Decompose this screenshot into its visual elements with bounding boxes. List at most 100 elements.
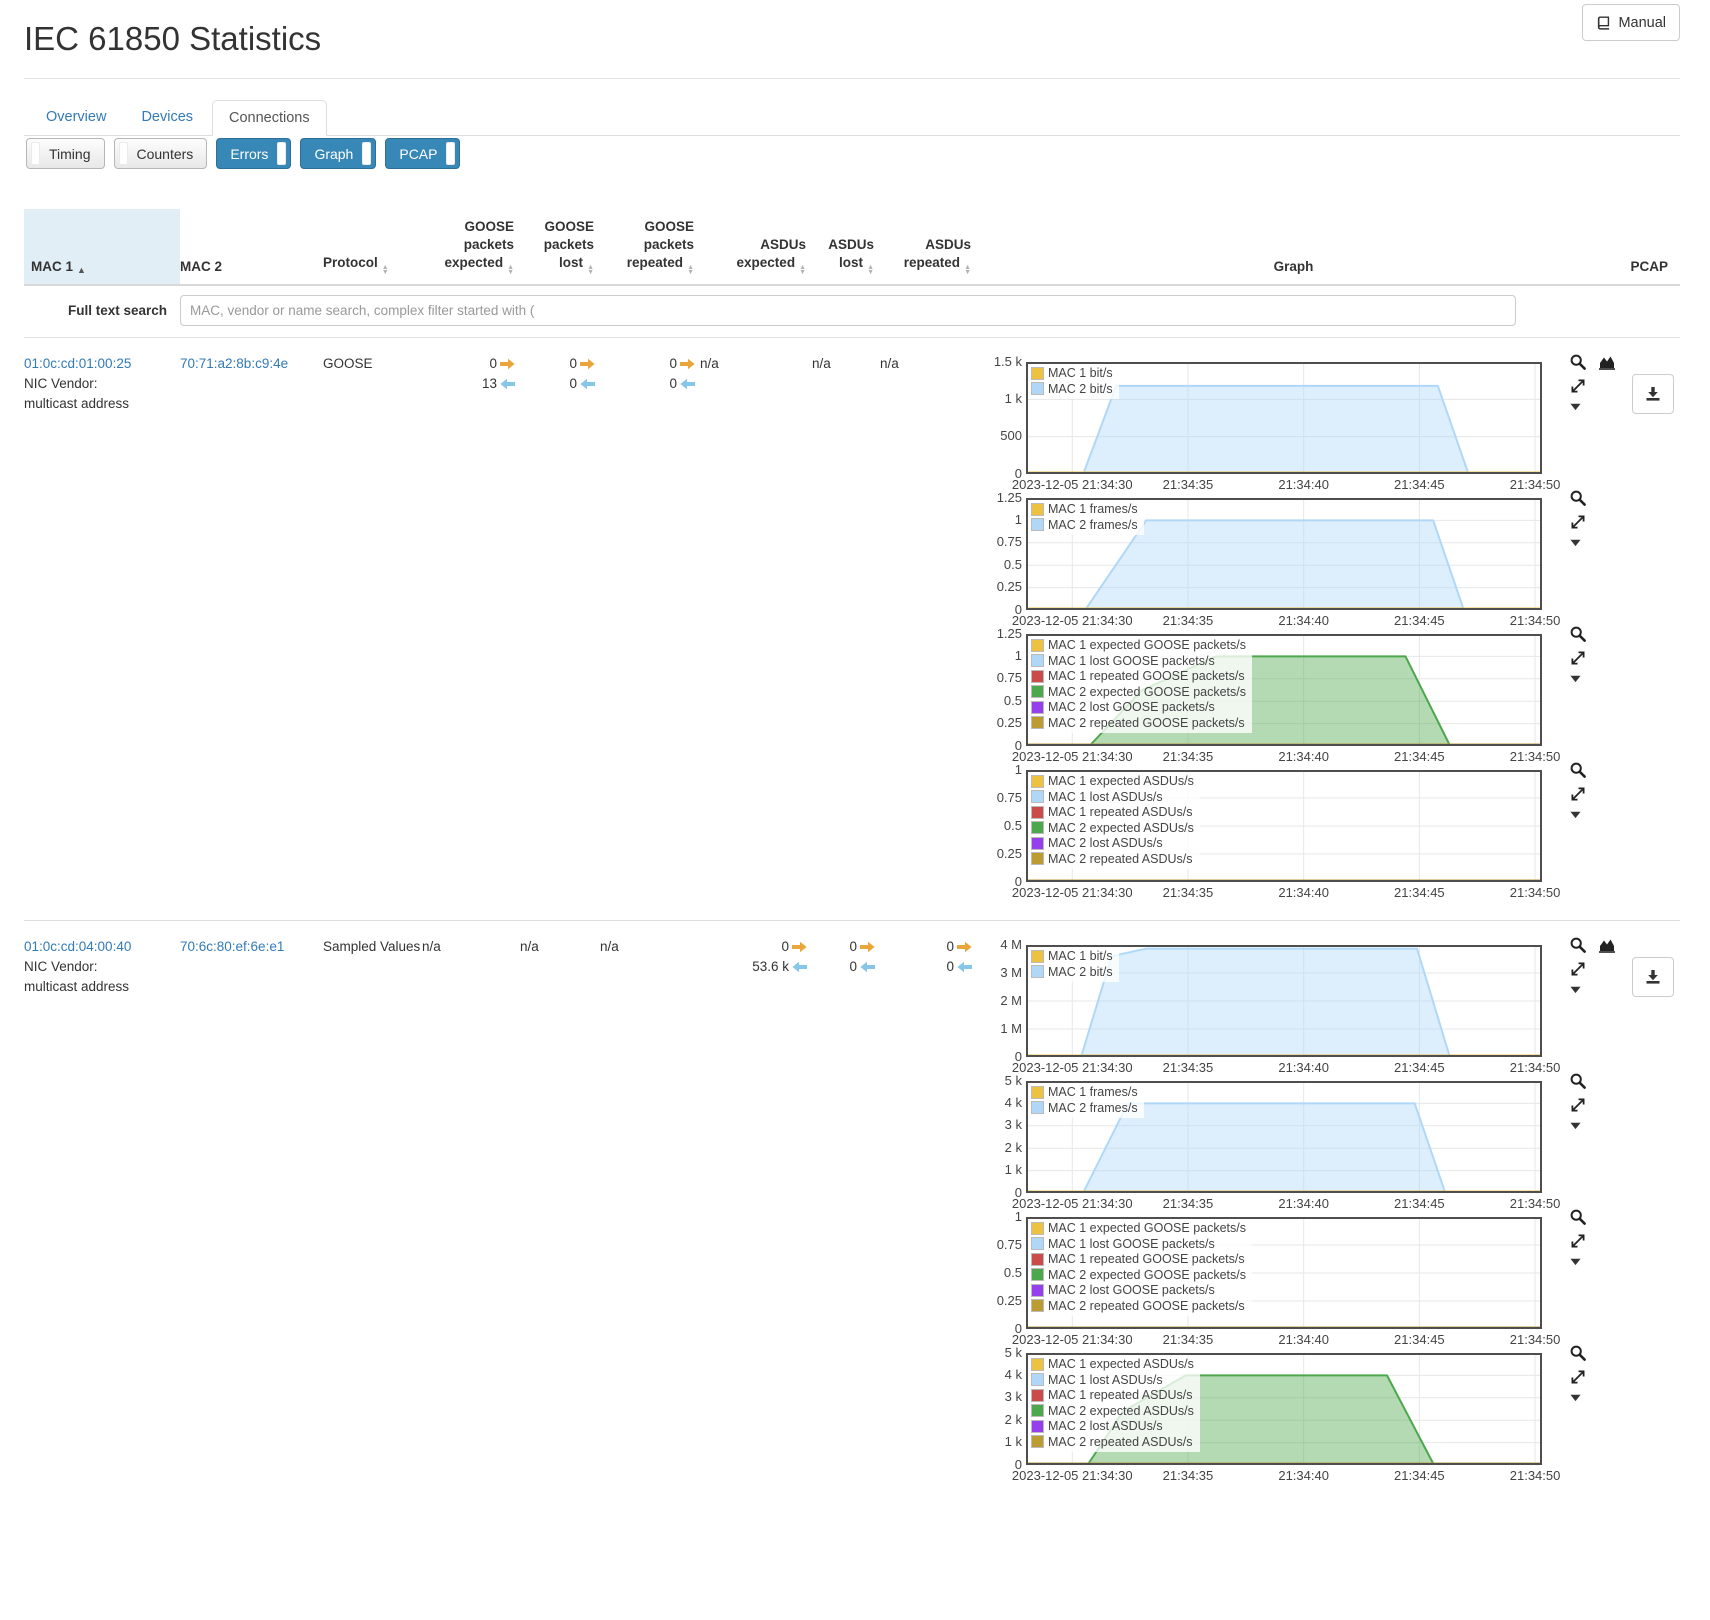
subtab-timing[interactable]: Timing [26, 138, 105, 169]
zoom-icon[interactable] [1569, 625, 1587, 643]
column-header-protocol[interactable]: Protocol ▲ ▼ [323, 209, 422, 284]
sort-icon[interactable]: ▲ ▼ [799, 263, 806, 277]
column-header-asdus_expected[interactable]: ASDUs expected ▲ ▼ [700, 209, 812, 284]
legend-label: MAC 2 repeated ASDUs/s [1048, 1434, 1193, 1449]
collapse-icon[interactable] [1569, 785, 1587, 803]
toggle-notch [446, 142, 456, 165]
column-header-asdus_repeated[interactable]: ASDUs repeated ▲ ▼ [880, 209, 977, 284]
legend-item: MAC 2 lost ASDUs/s [1031, 1419, 1194, 1435]
collapse-icon[interactable] [1569, 377, 1587, 395]
legend-item: MAC 1 expected GOOSE packets/s [1031, 1221, 1246, 1237]
collapse-icon[interactable] [1569, 1232, 1587, 1250]
sort-icon[interactable]: ▲ [77, 264, 86, 275]
subtab-graph[interactable]: Graph [300, 138, 377, 169]
subtab-counters[interactable]: Counters [113, 138, 208, 169]
chart-canvas[interactable] [1026, 1080, 1542, 1193]
tab-connections[interactable]: Connections [212, 100, 327, 136]
legend-item: MAC 2 bit/s [1031, 381, 1113, 397]
zoom-icon[interactable] [1569, 1072, 1587, 1090]
legend-label: MAC 1 repeated ASDUs/s [1048, 805, 1193, 820]
value-rx: 0 [569, 375, 577, 391]
tab-devices[interactable]: Devices [141, 109, 194, 125]
column-header-goose_lost[interactable]: GOOSE packets lost ▲ ▼ [520, 209, 600, 284]
toggle-notch [118, 142, 128, 165]
mac2-link[interactable]: 70:71:a2:8b:c9:4e [180, 355, 289, 371]
y-axis-tick-label: 0 [1014, 1320, 1022, 1336]
zoom-icon[interactable] [1569, 1208, 1587, 1226]
toggle-notch [277, 142, 287, 165]
sort-icon[interactable]: ▲ ▼ [587, 263, 594, 277]
caret-down-icon[interactable] [1569, 984, 1582, 995]
value-tx: 0 [489, 355, 497, 371]
zoom-icon[interactable] [1569, 353, 1587, 371]
caret-down-icon[interactable] [1569, 1392, 1582, 1403]
sort-icon[interactable]: ▲ ▼ [687, 263, 694, 277]
x-axis-tick-label: 2023-12-05 21:34:30 [1011, 612, 1133, 628]
subtab-errors[interactable]: Errors [216, 138, 292, 169]
caret-down-icon[interactable] [1569, 1120, 1582, 1131]
sort-icon[interactable]: ▲ ▼ [507, 263, 514, 277]
caret-down-icon[interactable] [1569, 673, 1582, 684]
collapse-icon[interactable] [1569, 1368, 1587, 1386]
chart-canvas[interactable] [1026, 944, 1542, 1057]
chart-legend: MAC 1 expected ASDUs/s MAC 1 lost ASDUs/s… [1028, 771, 1200, 869]
table-header: MAC 1 ▲ MAC 2 Protocol ▲ ▼ GOOSE packets expecte… [24, 209, 1680, 286]
collapse-icon[interactable] [1569, 513, 1587, 531]
caret-down-icon[interactable] [1569, 537, 1582, 548]
mac1-link[interactable]: 01:0c:cd:04:00:40 [24, 938, 132, 954]
mac2-link[interactable]: 70:6c:80:ef:6e:e1 [180, 938, 285, 954]
graph-export-icon[interactable] [1598, 353, 1616, 371]
y-axis-tick-label: 4 k [1004, 1095, 1022, 1111]
manual-button[interactable]: Manual [1582, 4, 1680, 41]
chart-legend: MAC 1 expected GOOSE packets/s MAC 1 lost… [1028, 1218, 1252, 1316]
x-axis-tick-label: 21:34:35 [1162, 476, 1214, 492]
legend-label: MAC 1 frames/s [1048, 502, 1138, 517]
legend-label: MAC 2 frames/s [1048, 1100, 1138, 1115]
caret-down-icon[interactable] [1569, 401, 1582, 412]
search-input[interactable] [180, 294, 1516, 326]
legend-item: MAC 2 expected ASDUs/s [1031, 1403, 1194, 1419]
legend-item: MAC 2 lost GOOSE packets/s [1031, 700, 1246, 716]
column-header-goose_repeated[interactable]: GOOSE packets repeated ▲ ▼ [600, 209, 700, 284]
graph-export-icon[interactable] [1598, 936, 1616, 954]
legend-label: MAC 2 expected GOOSE packets/s [1048, 684, 1246, 699]
zoom-icon[interactable] [1569, 1344, 1587, 1362]
chart-canvas[interactable] [1026, 497, 1542, 610]
caret-down-icon[interactable] [1569, 809, 1582, 820]
chart-canvas[interactable] [1026, 1216, 1542, 1329]
column-header-graph: Graph [977, 209, 1610, 284]
x-axis-tick-label: 21:34:40 [1278, 1195, 1329, 1211]
protocol-cell: Sampled Values [323, 938, 421, 954]
sort-icon[interactable]: ▲ ▼ [867, 263, 874, 277]
sort-icon[interactable]: ▲ ▼ [381, 263, 389, 277]
legend-item: MAC 2 repeated GOOSE packets/s [1031, 715, 1246, 731]
zoom-icon[interactable] [1569, 761, 1587, 779]
chart-canvas[interactable] [1026, 361, 1542, 474]
column-header-goose_expected[interactable]: GOOSE packets expected ▲ ▼ [422, 209, 520, 284]
arrow-left-icon [680, 378, 695, 389]
subtab-pcap[interactable]: PCAP [385, 138, 461, 169]
y-axis-tick-label: 0.5 [1003, 556, 1022, 572]
pcap-download-button[interactable] [1632, 956, 1674, 997]
caret-down-icon[interactable] [1569, 1256, 1582, 1267]
legend-swatch [1031, 965, 1044, 979]
tab-overview[interactable]: Overview [46, 109, 107, 125]
y-axis-tick-label: 1.5 k [993, 353, 1022, 369]
mac1-link[interactable]: 01:0c:cd:01:00:25 [24, 355, 132, 371]
legend-label: MAC 1 expected GOOSE packets/s [1048, 638, 1246, 653]
y-axis-tick-label: 1 k [1004, 1162, 1022, 1178]
pcap-download-button[interactable] [1632, 373, 1674, 414]
column-header-asdus_lost[interactable]: ASDUs lost ▲ ▼ [812, 209, 880, 284]
legend-item: MAC 1 lost GOOSE packets/s [1031, 1236, 1246, 1252]
zoom-icon[interactable] [1569, 936, 1587, 954]
mini-chart-2-3: 1 0.75 0.5 0.25 0 2023-12-05 21:34:30 21:34:35… [997, 1209, 1586, 1347]
collapse-icon[interactable] [1569, 649, 1587, 667]
chart-actions [1569, 936, 1639, 995]
collapse-icon[interactable] [1569, 1096, 1587, 1114]
sort-icon[interactable]: ▲ ▼ [964, 263, 971, 277]
legend-item: MAC 2 lost GOOSE packets/s [1031, 1283, 1246, 1299]
column-header-mac1[interactable]: MAC 1 ▲ [24, 209, 180, 284]
zoom-icon[interactable] [1569, 489, 1587, 507]
collapse-icon[interactable] [1569, 960, 1587, 978]
y-axis-tick-label: 2 M [1000, 992, 1022, 1008]
